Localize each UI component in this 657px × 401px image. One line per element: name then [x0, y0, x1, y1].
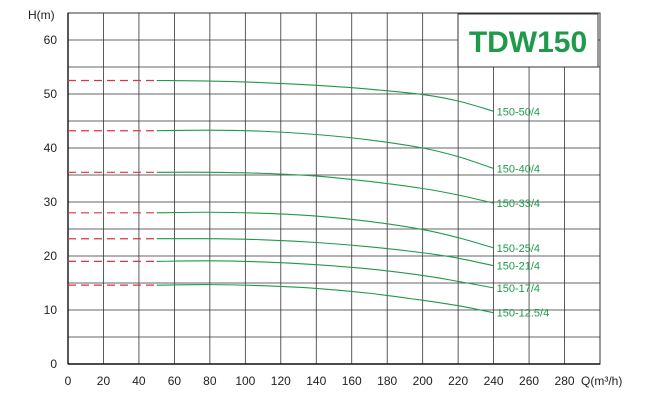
- y-tick-label: 20: [44, 249, 58, 263]
- series-label: 150-17/4: [497, 283, 540, 295]
- x-tick-label: 260: [519, 374, 539, 388]
- series-curve: [156, 129, 494, 170]
- y-tick-label: 30: [44, 195, 58, 209]
- y-tick-label: 40: [44, 141, 58, 155]
- grid: [67, 12, 601, 365]
- series-label: 150-40/4: [497, 164, 540, 176]
- y-tick-labels: 0 10 20 30 40 50 60: [44, 33, 58, 371]
- x-tick-label: 180: [377, 374, 397, 388]
- x-tick-label: 20: [97, 374, 111, 388]
- y-tick-label: 0: [50, 357, 57, 371]
- x-tick-label: 120: [271, 374, 291, 388]
- x-tick-label: 60: [168, 374, 182, 388]
- series-curve: [156, 79, 494, 112]
- series-label: 150-25/4: [497, 243, 540, 255]
- y-tick-label: 60: [44, 33, 58, 47]
- x-tick-label: 0: [65, 374, 72, 388]
- x-tick-label: 80: [203, 374, 217, 388]
- x-tick-label: 40: [132, 374, 146, 388]
- x-tick-label: 280: [555, 374, 575, 388]
- x-tick-label: 200: [413, 374, 433, 388]
- shutoff-head-markers: [68, 79, 157, 286]
- x-tick-label: 160: [342, 374, 362, 388]
- series-labels: 150-50/4 150-40/4 150-33/4 150-25/4 150-21/4…: [497, 106, 550, 319]
- x-tick-label: 220: [448, 374, 468, 388]
- series-curves: [156, 79, 494, 314]
- title-box: [457, 13, 599, 68]
- y-tick-label: 50: [44, 87, 58, 101]
- x-tick-label: 240: [484, 374, 504, 388]
- series-label: 150-33/4: [497, 198, 540, 210]
- series-curve: [156, 260, 494, 289]
- x-tick-labels: 0 20 40 60 80 100 120 140 160 180 200 220 240 260 280: [65, 374, 575, 388]
- x-tick-label: 140: [306, 374, 326, 388]
- y-axis-title: H(m): [28, 8, 55, 22]
- series-curve: [156, 211, 494, 249]
- x-axis-title: Q(m³/h): [581, 374, 622, 388]
- series-label: 150-21/4: [497, 261, 540, 273]
- series-curve: [156, 238, 494, 267]
- series-label: 150-12.5/4: [497, 308, 550, 320]
- series-curve: [156, 284, 494, 314]
- y-tick-label: 10: [44, 303, 58, 317]
- x-tick-label: 100: [235, 374, 255, 388]
- series-curve: [156, 171, 494, 204]
- chart-title: TDW150: [469, 26, 587, 59]
- series-label: 150-50/4: [497, 106, 540, 118]
